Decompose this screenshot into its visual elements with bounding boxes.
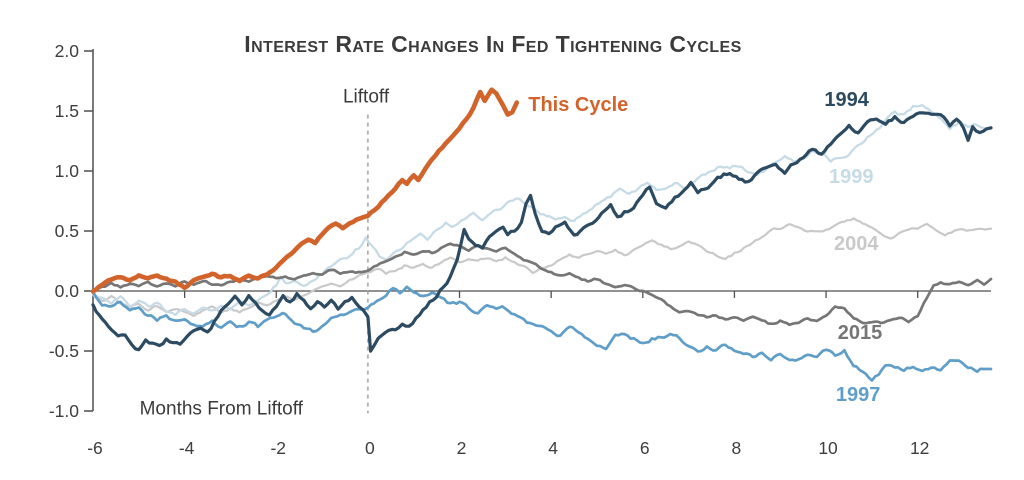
x-tick-label: 10 [818, 438, 838, 458]
chart-title: Interest Rate Changes In Fed Tightening … [244, 31, 742, 57]
x-tick-label: 12 [910, 438, 929, 458]
y-tick-label: 0.5 [55, 221, 79, 241]
annotation-x-axis-caption: Months From Liftoff [140, 398, 304, 419]
series-line-1997 [91, 285, 993, 382]
x-tick-label: 2 [457, 438, 467, 458]
y-tick-label: 1.5 [55, 101, 79, 121]
series-label-this-cycle: This Cycle [528, 94, 628, 116]
y-tick-label: 0.0 [55, 281, 80, 301]
x-tick-label: 4 [548, 438, 558, 458]
y-tick-label: -1.0 [49, 401, 79, 421]
series-label-1994: 1994 [824, 89, 869, 111]
x-tick-label: 0 [365, 438, 375, 458]
x-tick-label: -6 [87, 438, 103, 458]
series-label-1999: 1999 [829, 166, 874, 188]
x-tick-label: -4 [179, 438, 195, 458]
series-line-this-cycle [90, 87, 520, 294]
series-label-1997: 1997 [836, 384, 881, 406]
series-line-1994 [91, 111, 993, 353]
x-tick-label: -2 [270, 438, 286, 458]
series-line-2015 [91, 242, 993, 327]
x-tick-label: 6 [640, 438, 650, 458]
y-tick-label: -0.5 [49, 341, 79, 361]
x-tick-label: 8 [732, 438, 742, 458]
series-label-2004: 2004 [834, 233, 879, 255]
series-label-2015: 2015 [838, 322, 883, 344]
y-tick-label: 2.0 [55, 41, 80, 61]
annotation-liftoff: Liftoff [343, 86, 390, 107]
y-tick-label: 1.0 [55, 161, 80, 181]
